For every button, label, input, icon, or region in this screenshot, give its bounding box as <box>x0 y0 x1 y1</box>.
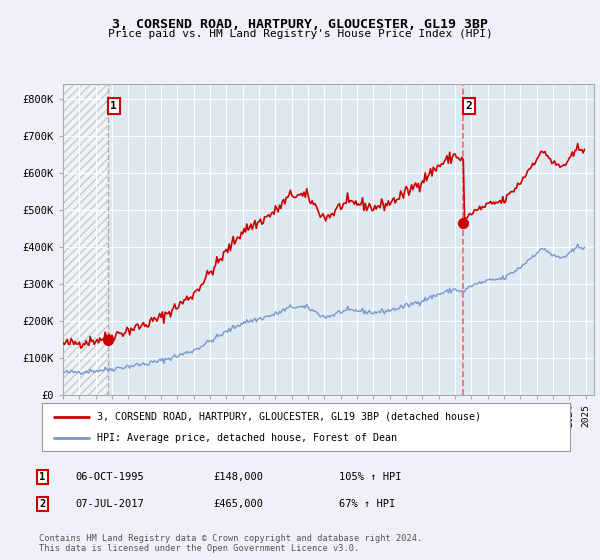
Bar <box>63 84 108 395</box>
Text: 2: 2 <box>39 499 45 509</box>
Text: £148,000: £148,000 <box>213 472 263 482</box>
Text: 1: 1 <box>39 472 45 482</box>
Text: 06-OCT-1995: 06-OCT-1995 <box>75 472 144 482</box>
Text: 07-JUL-2017: 07-JUL-2017 <box>75 499 144 509</box>
Text: £465,000: £465,000 <box>213 499 263 509</box>
Text: 105% ↑ HPI: 105% ↑ HPI <box>339 472 401 482</box>
Text: 2: 2 <box>466 101 472 111</box>
Text: 3, CORSEND ROAD, HARTPURY, GLOUCESTER, GL19 3BP (detached house): 3, CORSEND ROAD, HARTPURY, GLOUCESTER, G… <box>97 412 481 422</box>
Text: HPI: Average price, detached house, Forest of Dean: HPI: Average price, detached house, Fore… <box>97 433 397 444</box>
Text: 3, CORSEND ROAD, HARTPURY, GLOUCESTER, GL19 3BP: 3, CORSEND ROAD, HARTPURY, GLOUCESTER, G… <box>112 18 488 31</box>
Text: Price paid vs. HM Land Registry's House Price Index (HPI): Price paid vs. HM Land Registry's House … <box>107 29 493 39</box>
Text: Contains HM Land Registry data © Crown copyright and database right 2024.
This d: Contains HM Land Registry data © Crown c… <box>39 534 422 553</box>
Text: 1: 1 <box>110 101 117 111</box>
Text: 67% ↑ HPI: 67% ↑ HPI <box>339 499 395 509</box>
